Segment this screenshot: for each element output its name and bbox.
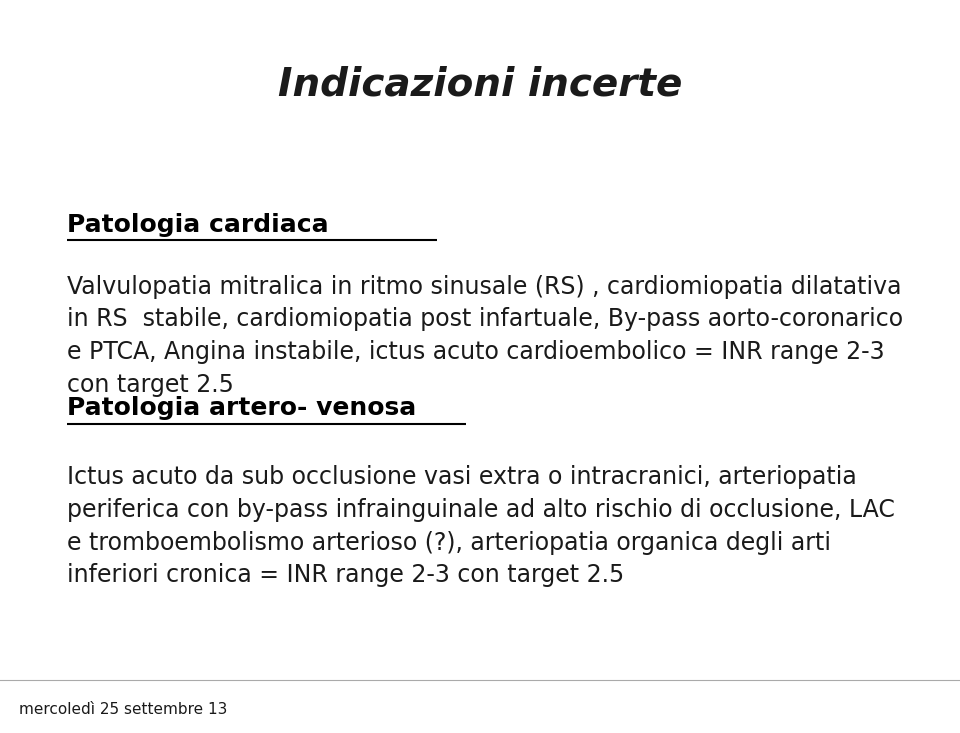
Text: Patologia artero- venosa: Patologia artero- venosa: [67, 396, 417, 420]
Text: Patologia cardiaca: Patologia cardiaca: [67, 213, 329, 237]
Text: Ictus acuto da sub occlusione vasi extra o intracranici, arteriopatia
periferica: Ictus acuto da sub occlusione vasi extra…: [67, 465, 895, 587]
Text: Indicazioni incerte: Indicazioni incerte: [277, 66, 683, 104]
Text: Valvulopatia mitralica in ritmo sinusale (RS) , cardiomiopatia dilatativa
in RS : Valvulopatia mitralica in ritmo sinusale…: [67, 275, 903, 397]
Text: mercoledì 25 settembre 13: mercoledì 25 settembre 13: [19, 702, 228, 717]
